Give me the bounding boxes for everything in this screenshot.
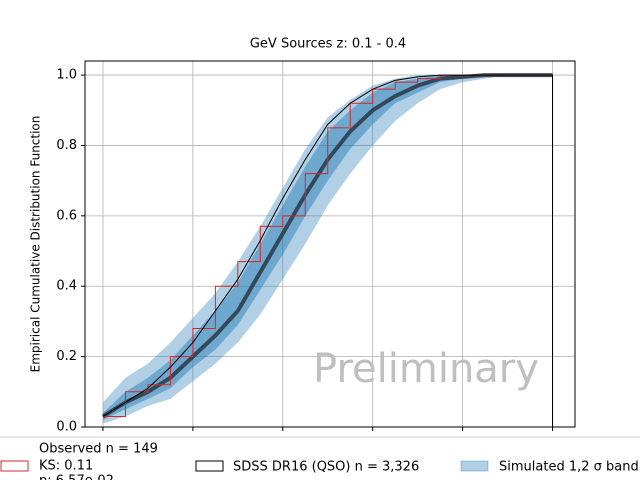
legend-label: Observed n = 149 bbox=[39, 442, 158, 457]
legend-label: Simulated 1,2 σ band bbox=[499, 460, 639, 475]
reference-line bbox=[102, 74, 554, 427]
legend-swatch bbox=[0, 460, 29, 472]
annotation: Preliminary bbox=[313, 346, 539, 392]
y-tick-label: 0.6 bbox=[56, 208, 77, 223]
y-axis-label: Empirical Cumulative Distribution Functi… bbox=[29, 116, 43, 373]
y-tick-label: 0.4 bbox=[56, 279, 77, 294]
plot-frame bbox=[84, 60, 576, 428]
legend-swatch bbox=[460, 460, 489, 472]
legend-note: p: 6.57e-02 bbox=[39, 474, 114, 480]
chart-title: GeV Sources z: 0.1 - 0.4 bbox=[250, 37, 406, 52]
y-tick-label: 1.0 bbox=[56, 68, 77, 83]
legend-label: SDSS DR16 (QSO) n = 3,326 bbox=[233, 460, 419, 475]
y-tick-label: 0.8 bbox=[56, 138, 77, 153]
y-tick-label: 0.0 bbox=[56, 420, 77, 435]
legend-box bbox=[0, 436, 640, 480]
legend-note: KS: 0.11 bbox=[39, 459, 93, 474]
legend-swatch bbox=[195, 460, 224, 472]
y-tick-label: 0.2 bbox=[56, 349, 77, 364]
